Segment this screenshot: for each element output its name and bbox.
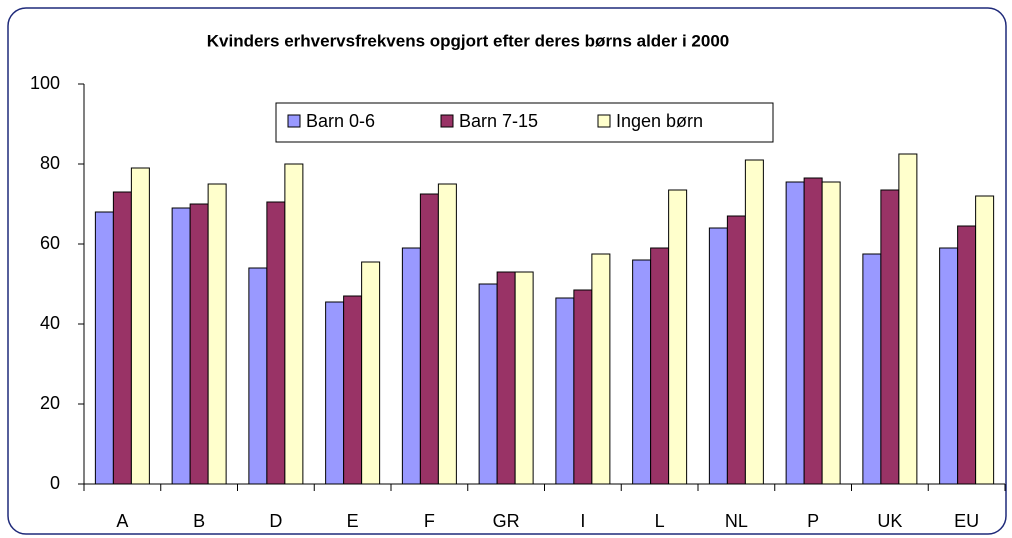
bar <box>555 297 575 485</box>
x-tick-label: D <box>269 511 282 531</box>
bar <box>284 163 304 485</box>
legend-swatch <box>287 114 301 128</box>
bar <box>401 247 421 485</box>
bar <box>821 181 841 485</box>
bar <box>898 153 918 485</box>
bar <box>171 207 191 485</box>
bar <box>419 193 439 485</box>
bar <box>207 183 227 485</box>
y-tick-label: 100 <box>30 73 60 93</box>
bar <box>130 167 150 485</box>
x-tick-label: F <box>424 511 435 531</box>
x-tick-label: UK <box>877 511 902 531</box>
y-tick-label: 0 <box>50 473 60 493</box>
legend-label: Barn 7-15 <box>459 111 538 131</box>
legend-swatch <box>597 114 611 128</box>
x-tick-label: E <box>347 511 359 531</box>
bar <box>94 211 114 485</box>
bar <box>957 225 977 485</box>
y-tick-label: 40 <box>40 313 60 333</box>
bar <box>726 215 746 485</box>
x-tick-label: I <box>580 511 585 531</box>
bar <box>668 189 688 485</box>
x-tick-label: L <box>655 511 665 531</box>
bar <box>343 295 363 485</box>
bar <box>708 227 728 485</box>
bar <box>361 261 381 485</box>
x-tick-label: B <box>193 511 205 531</box>
bar <box>437 183 457 485</box>
legend-box <box>275 102 774 143</box>
x-tick-label: GR <box>493 511 520 531</box>
bar <box>939 247 959 485</box>
bar <box>591 253 611 485</box>
bar <box>744 159 764 485</box>
x-tick-label: NL <box>725 511 748 531</box>
bar <box>325 301 345 485</box>
x-tick-label: A <box>116 511 128 531</box>
bar <box>573 289 593 485</box>
bar <box>496 271 516 485</box>
bar <box>803 177 823 485</box>
bar <box>975 195 995 485</box>
bar <box>650 247 670 485</box>
legend-label: Barn 0-6 <box>306 111 375 131</box>
y-tick-label: 60 <box>40 233 60 253</box>
bar <box>478 283 498 485</box>
legend-label: Ingen børn <box>616 111 703 131</box>
legend-swatch <box>440 114 454 128</box>
y-tick-label: 20 <box>40 393 60 413</box>
bar <box>862 253 882 485</box>
bar <box>248 267 268 485</box>
x-tick-label: P <box>807 511 819 531</box>
bar <box>112 191 132 485</box>
bar <box>880 189 900 485</box>
bar <box>189 203 209 485</box>
y-tick-label: 80 <box>40 153 60 173</box>
x-tick-label: EU <box>954 511 979 531</box>
bar <box>514 271 534 485</box>
bar <box>632 259 652 485</box>
bar <box>785 181 805 485</box>
bar <box>266 201 286 485</box>
chart-title: Kvinders erhvervsfrekvens opgjort efter … <box>207 31 730 50</box>
